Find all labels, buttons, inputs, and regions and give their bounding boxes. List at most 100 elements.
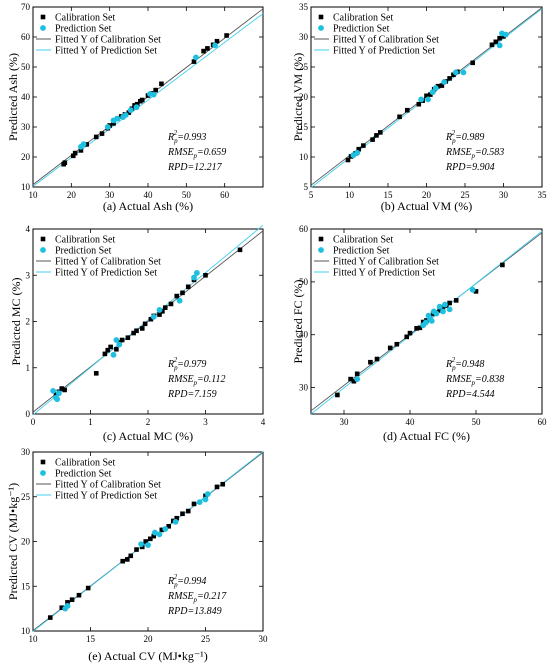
calibration-point: [428, 92, 433, 97]
calibration-point: [470, 60, 475, 66]
chart-panel-4: 30 40 50 60 30 40 50 60 Calibration SetPredictio…: [291, 224, 547, 443]
calibration-point: [105, 347, 111, 353]
calibration-point: [185, 284, 191, 290]
stat-r2: Rp2=0.948: [445, 356, 484, 372]
prediction-point: [496, 42, 503, 49]
calibration-point: [99, 131, 105, 136]
stat-rpd: RPD=4.544: [445, 389, 495, 400]
calibration-point: [191, 501, 197, 507]
calibration-point: [139, 97, 145, 103]
legend-label-prediction: Prediction Set: [333, 24, 390, 35]
y-tick-label: 5: [304, 182, 309, 192]
stat-rpd: RPD=13.849: [167, 606, 222, 617]
stat-r2: Rp2=0.989: [445, 129, 484, 145]
calibration-point: [489, 42, 495, 48]
calibration-point: [62, 387, 67, 393]
legend-label-fit-prediction: Fitted Y of Prediction Set: [333, 46, 435, 57]
x-tick-label: 40: [144, 190, 154, 200]
calibration-point: [125, 557, 130, 562]
x-tick-label: 2: [146, 417, 151, 427]
calibration-point: [126, 110, 132, 115]
calibration-point: [407, 330, 413, 336]
y-tick-label: 25: [299, 62, 309, 72]
calibration-point: [120, 558, 125, 564]
legend-label-prediction: Prediction Set: [55, 24, 112, 35]
calibration-point: [439, 83, 445, 88]
calibration-point: [404, 107, 410, 113]
x-tick-label: 1: [88, 417, 93, 427]
x-tick-label: 40: [406, 417, 416, 427]
legend-marker-calibration: [40, 459, 46, 465]
prediction-point: [446, 306, 453, 313]
legend-marker-calibration: [318, 14, 324, 20]
prediction-point: [204, 491, 211, 497]
calibration-point: [440, 304, 446, 310]
prediction-point: [440, 308, 446, 315]
legend-label-prediction: Prediction Set: [333, 246, 390, 257]
x-tick-label: 4: [261, 417, 266, 427]
calibration-point: [453, 298, 459, 303]
legend-label-calibration: Calibration Set: [55, 458, 115, 469]
calibration-point: [70, 153, 76, 159]
legend-label-fit-prediction: Fitted Y of Prediction Set: [55, 268, 157, 279]
legend-label-calibration: Calibration Set: [333, 13, 393, 24]
prediction-point: [54, 396, 61, 403]
prediction-point: [425, 96, 431, 103]
calibration-point: [72, 150, 78, 156]
prediction-point: [150, 91, 157, 98]
y-tick-label: 10: [299, 152, 309, 162]
calibration-point: [108, 344, 113, 350]
calibration-point: [214, 38, 220, 44]
calibration-point: [47, 615, 53, 620]
y-tick-label: 20: [21, 537, 31, 547]
calibration-point: [220, 481, 226, 487]
calibration-point: [416, 101, 422, 107]
x-tick-label: 30: [499, 190, 509, 200]
prediction-point: [55, 390, 62, 397]
prediction-point: [354, 149, 361, 156]
y-tick-label: 60: [299, 224, 309, 234]
calibration-point: [378, 130, 383, 135]
legend-label-fit-prediction: Fitted Y of Prediction Set: [333, 268, 435, 279]
x-axis-caption: (e) Actual CV (MJ•kg⁻¹): [88, 649, 208, 663]
calibration-point: [447, 76, 452, 81]
y-tick-label: 70: [21, 2, 31, 12]
calibration-point: [501, 34, 506, 39]
x-tick-label: 20: [67, 190, 77, 200]
y-tick-label: 10: [21, 182, 31, 192]
y-tick-label: 30: [21, 447, 31, 457]
calibration-point: [424, 93, 429, 99]
prediction-point: [114, 115, 121, 122]
calibration-point: [404, 334, 409, 340]
calibration-point: [102, 351, 108, 357]
calibration-point: [351, 378, 357, 384]
stat-r2: Rp2=0.994: [167, 573, 206, 589]
legend-label-calibration: Calibration Set: [333, 235, 393, 246]
x-tick-label: 30: [105, 190, 115, 200]
prediction-point: [460, 69, 467, 76]
x-tick-label: 25: [201, 634, 211, 644]
y-tick-label: 0: [26, 409, 31, 419]
legend-marker-prediction: [318, 247, 324, 253]
stat-rmse: RMSEp=0.659: [167, 147, 226, 160]
prediction-point: [452, 69, 459, 76]
x-axis-caption: (c) Actual MC (%): [103, 429, 193, 443]
prediction-point: [202, 496, 209, 503]
calibration-point: [69, 597, 75, 602]
x-tick-label: 3: [203, 417, 208, 427]
y-tick-label: 15: [21, 581, 31, 591]
y-tick-label: 30: [21, 122, 31, 132]
legend-marker-prediction: [318, 25, 324, 31]
x-tick-label: 60: [538, 417, 548, 427]
calibration-point: [151, 533, 157, 539]
calibration-point: [159, 81, 164, 87]
legend-label-prediction: Prediction Set: [55, 469, 112, 480]
legend-marker-calibration: [40, 236, 46, 242]
chart-panel-1: 10 20 30 40 50 60 10 20 30 40 50 60 70 Calibration Se…: [6, 2, 264, 213]
calibration-point: [134, 101, 140, 107]
y-tick-label: 50: [299, 277, 309, 287]
calibration-point: [78, 148, 84, 153]
x-axis-caption: (d) Actual FC (%): [383, 429, 470, 443]
x-axis-caption: (a) Actual Ash (%): [103, 199, 193, 213]
